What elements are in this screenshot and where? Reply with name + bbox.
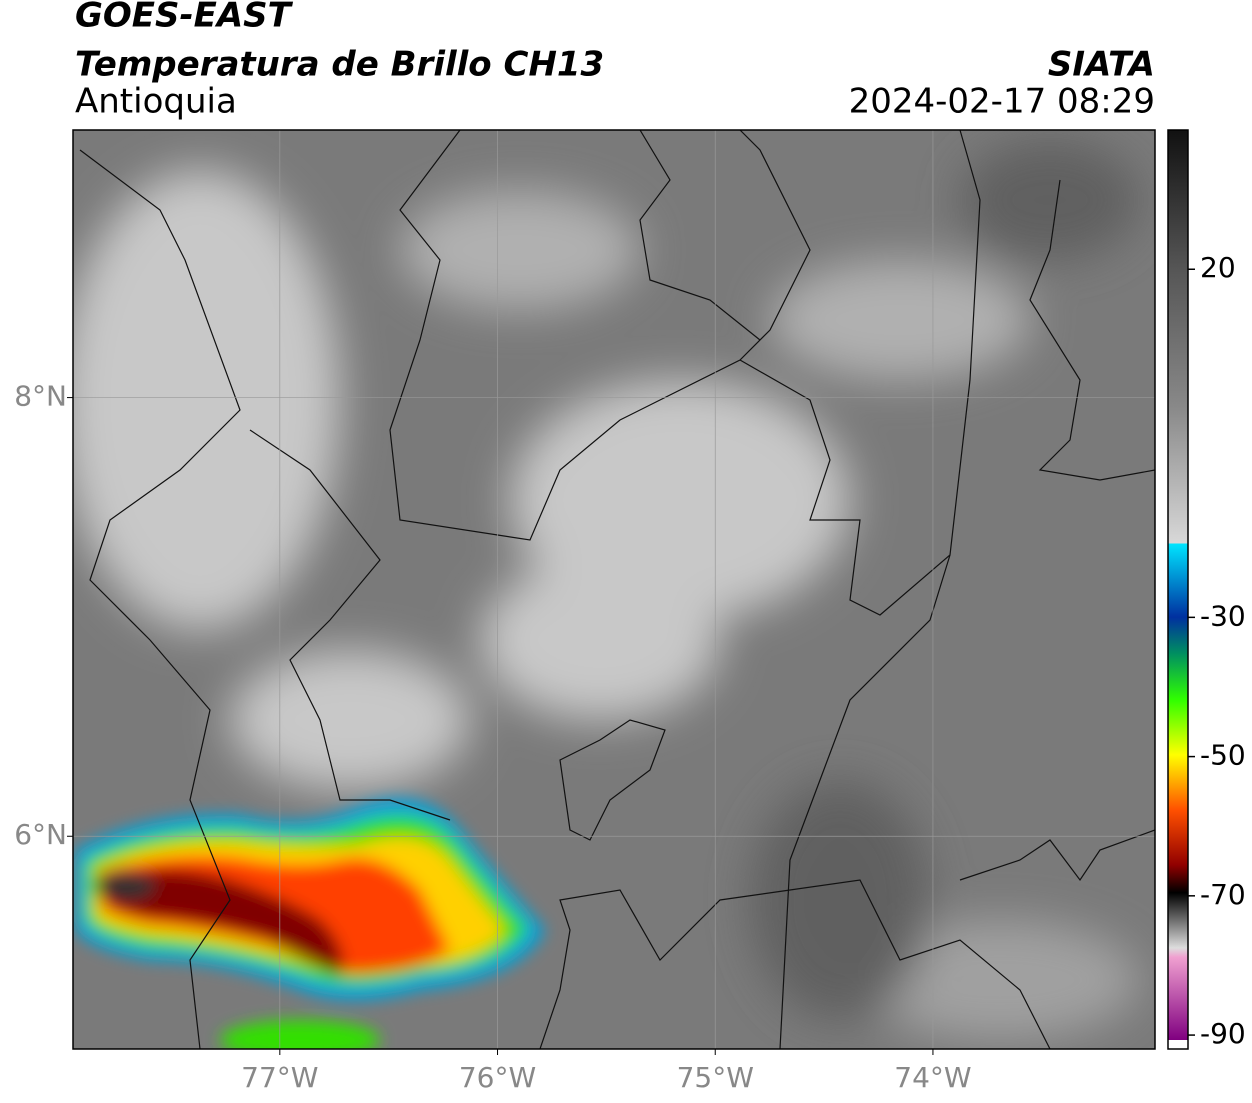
region: Antioquia [75,82,237,122]
x-tick-label: 76°W [459,1061,536,1094]
satellite-image [73,130,1155,1049]
timestamp: 2024-02-17 08:29 [849,82,1155,122]
colorbar [1167,129,1189,1050]
x-tick-label: 77°W [241,1061,318,1094]
x-tick-label: 75°W [677,1061,754,1094]
source: SIATA [1048,45,1155,85]
map-frame [72,129,1156,1050]
y-tick-label: 8°N [14,380,67,413]
colorbar-tick-label: -30 [1200,599,1246,632]
y-tick-label: 6°N [14,818,67,851]
colorbar-tick-label: -90 [1200,1017,1246,1050]
borders [79,130,1155,1049]
title: GOES-EAST [75,0,294,36]
colorbar-tick-label: -50 [1200,739,1246,772]
colorbar-tick-label: -70 [1200,878,1246,911]
grid [73,130,1155,1049]
x-tick-label: 74°W [894,1061,971,1094]
colorbar-tick-label: 20 [1200,251,1236,284]
subtitle: Temperatura de Brillo CH13 [75,45,604,85]
